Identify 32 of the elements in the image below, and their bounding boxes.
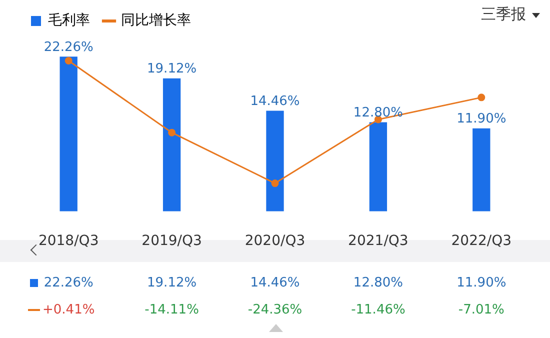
bar	[369, 122, 388, 212]
point	[271, 180, 279, 188]
x-tick-label: 2018/Q3	[38, 233, 99, 250]
legend-label: 毛利率	[48, 12, 90, 29]
data-label: -24.36%	[248, 302, 302, 318]
x-tick-label: 2020/Q3	[244, 233, 306, 250]
data-label: +0.41%	[42, 302, 95, 318]
data-label: 14.46%	[250, 275, 300, 290]
data-label: -7.01%	[458, 302, 504, 318]
point	[64, 56, 72, 64]
data-label: 12.80%	[353, 275, 403, 290]
text: 14.46%	[250, 94, 300, 109]
legend-label: 同比增长率	[121, 12, 191, 29]
data-label: 22.26%	[44, 275, 94, 290]
bar	[472, 128, 490, 212]
bar	[162, 78, 181, 212]
data-label: 19.12%	[147, 275, 197, 290]
point	[478, 94, 486, 102]
bar	[60, 56, 78, 212]
text: 三季报	[481, 5, 526, 24]
x-tick-label: 2019/Q3	[142, 233, 202, 250]
text: 22.26%	[44, 40, 94, 55]
x-tick-label: 2021/Q3	[348, 233, 408, 250]
x-tick-label: 2022/Q3	[451, 233, 512, 250]
text: 19.12%	[147, 62, 197, 77]
data-label: -14.11%	[144, 302, 199, 318]
text: 12.80%	[353, 105, 403, 120]
data-label: 11.90%	[456, 275, 506, 290]
text: 11.90%	[456, 112, 506, 127]
data-label: -11.46%	[351, 302, 406, 318]
bar	[266, 110, 284, 212]
point	[168, 128, 176, 136]
